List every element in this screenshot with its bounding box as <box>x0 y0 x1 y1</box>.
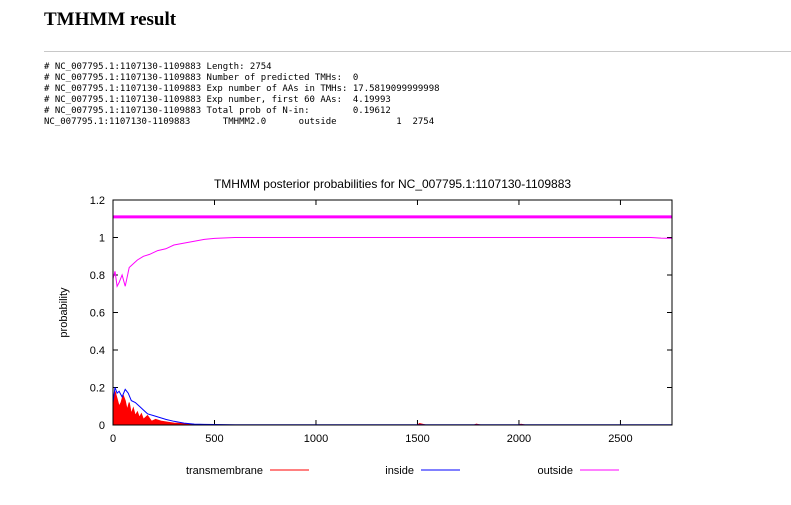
y-tick-label: 1 <box>99 233 105 245</box>
chart-title: TMHMM posterior probabilities for NC_007… <box>214 177 571 191</box>
y-tick-label: 0.2 <box>90 383 105 395</box>
legend-label-transmembrane: transmembrane <box>186 465 263 477</box>
y-tick-label: 1.2 <box>90 195 105 207</box>
summary-line: # NC_007795.1:1107130-1109883 Length: 27… <box>44 62 272 72</box>
y-tick-label: 0.8 <box>90 270 105 282</box>
y-tick-label: 0 <box>99 420 105 432</box>
series-outside-line <box>112 237 673 288</box>
x-tick-label: 2000 <box>507 433 531 445</box>
summary-line: NC_007795.1:1107130-1109883 TMHMM2.0 out… <box>44 117 435 127</box>
summary-block: # NC_007795.1:1107130-1109883 Length: 27… <box>44 62 440 128</box>
y-tick-label: 0.6 <box>90 308 105 320</box>
summary-line: # NC_007795.1:1107130-1109883 Number of … <box>44 73 359 83</box>
x-tick-label: 1500 <box>405 433 429 445</box>
page-title: TMHMM result <box>44 9 177 30</box>
x-tick-label: 500 <box>205 433 223 445</box>
summary-line: # NC_007795.1:1107130-1109883 Total prob… <box>44 106 391 116</box>
plot-frame <box>112 199 673 426</box>
title-divider <box>44 51 791 52</box>
summary-line: # NC_007795.1:1107130-1109883 Exp number… <box>44 95 391 105</box>
x-tick-label: 2500 <box>608 433 632 445</box>
series-inside-line <box>112 387 672 426</box>
x-tick-label: 0 <box>110 433 116 445</box>
y-tick-label: 0.4 <box>90 345 105 357</box>
x-tick-label: 1000 <box>304 433 328 445</box>
y-axis-label: probability <box>58 287 70 338</box>
series-transmembrane-area <box>112 391 672 426</box>
legend-label-outside: outside <box>538 465 573 477</box>
legend-label-inside: inside <box>385 465 414 477</box>
summary-line: # NC_007795.1:1107130-1109883 Exp number… <box>44 84 440 94</box>
